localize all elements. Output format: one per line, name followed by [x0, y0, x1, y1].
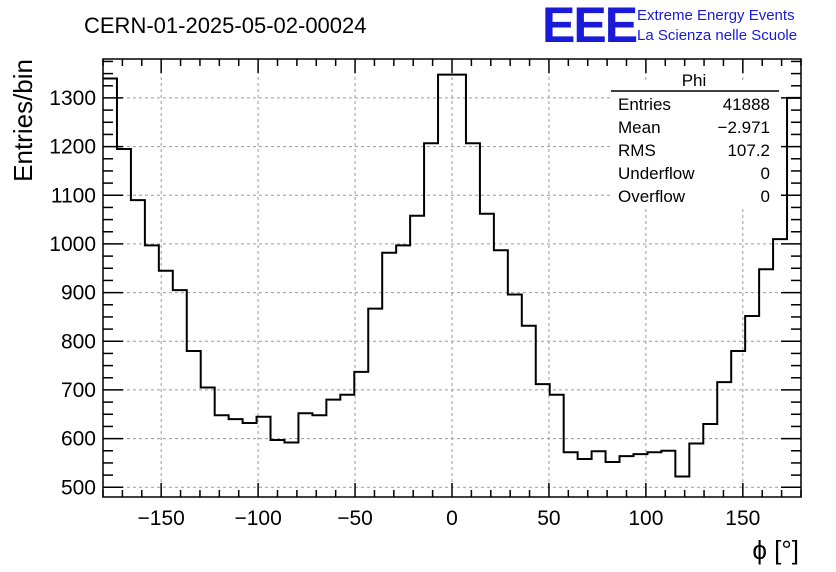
y-tick-label: 500 [61, 476, 96, 499]
x-tick-label: 100 [628, 507, 663, 530]
stats-row-value: 107.2 [727, 141, 770, 160]
x-tick-label: −150 [138, 507, 185, 530]
stats-box-title: Phi [682, 71, 707, 90]
stats-rows: Entries 41888 Mean −2.971 RMS 107.2 Underflow 0… [618, 95, 770, 206]
stats-row-value: 0 [761, 187, 770, 206]
x-tick-label: 50 [537, 507, 560, 530]
stats-box-background [611, 83, 779, 208]
eee-logo-mark: EEE [542, 0, 637, 53]
x-tick-label: 150 [725, 507, 760, 530]
stats-row-label: Mean [618, 118, 661, 137]
x-tick-label: −100 [234, 507, 281, 530]
y-tick-label: 1300 [49, 87, 96, 110]
y-axis-label: Entries/bin [8, 59, 38, 182]
y-tick-label: 700 [61, 379, 96, 402]
stats-row-value: 0 [761, 164, 770, 183]
stats-row-value: 41888 [723, 95, 770, 114]
x-tick-labels: −150 −100 −50 0 50 100 150 [138, 507, 761, 530]
y-tick-label: 1200 [49, 136, 96, 159]
stats-box: Phi Entries 41888 Mean −2.971 RMS 107.2 Underf… [611, 71, 779, 208]
chart-title: CERN-01-2025-05-02-00024 [84, 13, 367, 38]
axis-ticks [102, 59, 802, 497]
x-tick-label: −50 [337, 507, 373, 530]
y-tick-label: 600 [61, 428, 96, 451]
x-tick-label: 0 [446, 507, 458, 530]
y-tick-label: 900 [61, 282, 96, 305]
y-tick-label: 1100 [51, 184, 96, 207]
stats-row-label: Entries [618, 95, 671, 114]
stats-row-label: Underflow [618, 164, 695, 183]
x-axis-label: ϕ [°] [752, 535, 799, 565]
y-tick-label: 1000 [49, 233, 96, 256]
stats-row-value: −2.971 [718, 118, 770, 137]
eee-logo-line1: Extreme Energy Events [637, 7, 795, 24]
y-tick-labels: 500 600 700 800 900 1000 1100 1200 1300 [49, 87, 96, 499]
stats-row-label: RMS [618, 141, 656, 160]
eee-logo: EEE Extreme Energy Events La Scienza nel… [542, 0, 797, 53]
histogram-step-line [103, 73, 801, 478]
histogram-series [103, 73, 801, 478]
y-tick-label: 800 [61, 330, 96, 353]
eee-logo-line2: La Scienza nelle Scuole [637, 27, 797, 44]
stats-row-label: Overflow [618, 187, 686, 206]
